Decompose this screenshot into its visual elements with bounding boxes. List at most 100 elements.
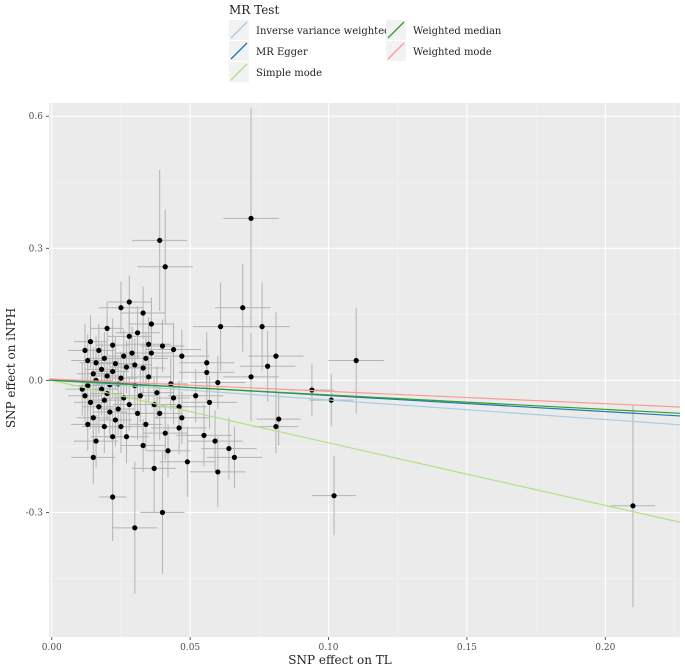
y-tick-label: 0.3 <box>29 244 44 254</box>
data-point <box>112 361 119 367</box>
data-point <box>85 357 91 364</box>
data-point <box>123 434 130 440</box>
y-tick-label: 0.0 <box>29 376 44 386</box>
legend-key-line <box>230 63 248 81</box>
data-point <box>176 404 182 410</box>
data-point <box>134 330 141 336</box>
data-point <box>259 324 265 330</box>
data-point <box>104 325 110 331</box>
data-points <box>79 215 636 531</box>
data-point <box>118 305 124 311</box>
data-point <box>137 393 143 399</box>
data-point <box>140 442 146 449</box>
data-point <box>151 465 157 471</box>
data-point <box>126 333 132 339</box>
data-point <box>101 423 107 430</box>
data-point <box>184 459 190 465</box>
legend: MR Test Inverse variance weighted MR Egge… <box>229 3 502 82</box>
data-point <box>126 401 132 408</box>
data-point <box>215 469 221 475</box>
data-point <box>110 368 116 375</box>
data-point <box>206 399 213 405</box>
regression-line <box>48 379 681 426</box>
data-point <box>132 362 138 368</box>
x-tick-label: 0.05 <box>180 643 200 653</box>
data-point <box>118 423 124 430</box>
data-point <box>170 346 177 353</box>
data-point <box>101 397 107 403</box>
regression-line <box>48 379 681 414</box>
data-point <box>231 454 238 460</box>
data-point <box>98 386 105 392</box>
data-point <box>179 353 185 359</box>
data-point <box>87 399 94 405</box>
y-axis-label: SNP effect on iNPH <box>4 308 18 428</box>
data-point <box>265 363 271 369</box>
legend-key-line <box>387 21 405 39</box>
data-point <box>179 415 185 421</box>
data-point <box>101 355 107 361</box>
data-point <box>110 342 116 348</box>
data-point <box>226 445 232 452</box>
data-point <box>273 423 279 430</box>
data-point <box>98 366 105 372</box>
data-point <box>248 215 254 221</box>
legend-key-line <box>387 42 405 60</box>
data-point <box>93 360 99 366</box>
x-tick-label: 0.00 <box>42 643 62 653</box>
legend-label: Weighted mode <box>413 47 492 58</box>
x-tick-label: 0.15 <box>457 643 477 653</box>
data-point <box>162 264 168 270</box>
data-point <box>148 350 154 356</box>
data-point <box>93 438 99 444</box>
data-point <box>140 365 146 371</box>
data-point <box>193 393 199 399</box>
data-point <box>96 347 102 354</box>
legend-label: Weighted median <box>413 26 502 37</box>
data-point <box>134 410 141 416</box>
data-point <box>129 350 135 356</box>
data-point <box>82 393 88 399</box>
y-axis-ticks: -0.3 0.0 0.3 0.6 <box>26 112 49 518</box>
data-point <box>96 404 102 410</box>
data-point <box>165 448 171 454</box>
data-point <box>90 415 96 421</box>
data-point <box>118 375 124 381</box>
plot-panel <box>49 103 680 637</box>
data-point <box>115 406 121 412</box>
regression-line <box>48 379 681 523</box>
regression-line <box>48 378 681 408</box>
data-point <box>146 374 152 380</box>
data-point <box>85 383 91 389</box>
data-point <box>123 364 130 370</box>
data-point <box>204 369 210 376</box>
data-point <box>630 503 636 509</box>
legend-item: MR Egger <box>229 41 308 61</box>
regression-lines <box>48 378 681 523</box>
data-point <box>248 374 254 380</box>
data-point <box>157 237 163 243</box>
data-point <box>146 341 152 347</box>
x-axis-label: SNP effect on TL <box>288 653 391 667</box>
data-point <box>132 525 138 531</box>
data-point <box>176 425 182 431</box>
data-point <box>126 299 132 305</box>
data-point <box>276 416 282 422</box>
data-point <box>273 353 279 359</box>
data-point <box>90 454 96 460</box>
data-point <box>110 434 116 440</box>
data-point <box>353 357 359 364</box>
data-point <box>331 493 337 499</box>
data-point <box>85 421 91 427</box>
y-tick-label: 0.6 <box>29 112 44 122</box>
data-point <box>159 343 166 349</box>
legend-item: Weighted mode <box>386 41 492 61</box>
data-point <box>157 410 163 416</box>
data-point <box>217 324 224 330</box>
data-point <box>170 395 177 401</box>
data-point <box>143 355 149 361</box>
data-point <box>201 432 207 438</box>
data-point <box>143 421 149 427</box>
data-point <box>112 417 119 423</box>
